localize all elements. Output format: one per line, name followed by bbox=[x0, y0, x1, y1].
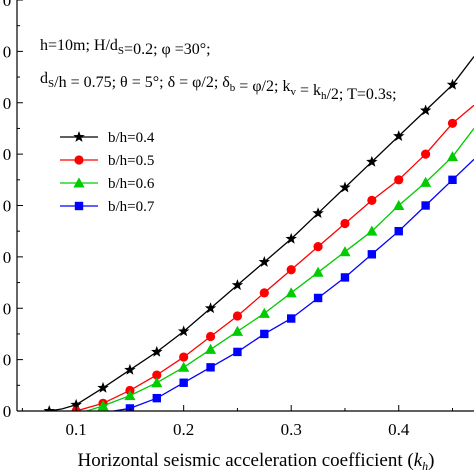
data-point bbox=[97, 400, 109, 411]
data-point bbox=[313, 242, 323, 252]
x-tick-label: 0.1 bbox=[66, 420, 87, 439]
data-point bbox=[421, 201, 430, 210]
y-tick-label: 0 bbox=[3, 299, 12, 318]
data-point bbox=[124, 363, 136, 375]
data-point bbox=[446, 78, 459, 90]
series-line bbox=[84, 128, 474, 411]
data-point bbox=[394, 175, 404, 185]
x-tick-label: 0.2 bbox=[173, 420, 194, 439]
data-point bbox=[259, 288, 269, 298]
x-tick-label: 0.4 bbox=[388, 420, 410, 439]
data-point bbox=[340, 273, 350, 282]
legend-label: b/h=0.5 bbox=[108, 153, 154, 169]
data-point bbox=[231, 279, 244, 290]
data-point bbox=[152, 370, 162, 380]
annotation-line-1: h=10m; H/dS=0.2; φ =30°; bbox=[40, 37, 211, 58]
plot-content bbox=[43, 56, 474, 411]
series-4 bbox=[110, 158, 474, 411]
data-point bbox=[367, 250, 377, 259]
data-point bbox=[179, 378, 188, 387]
data-point bbox=[366, 225, 378, 236]
data-point bbox=[125, 404, 135, 411]
data-point bbox=[285, 232, 297, 244]
series-1 bbox=[43, 56, 474, 411]
x-tick-label: 0.3 bbox=[281, 420, 302, 439]
data-point bbox=[312, 207, 324, 219]
series-line bbox=[46, 56, 474, 411]
data-point bbox=[447, 118, 458, 128]
data-point bbox=[151, 345, 163, 357]
y-tick-label: 0 bbox=[3, 197, 12, 216]
data-point bbox=[285, 287, 297, 298]
legend-marker bbox=[73, 131, 85, 142]
data-point bbox=[124, 389, 136, 401]
data-point bbox=[420, 176, 432, 187]
data-point bbox=[313, 293, 323, 303]
data-point bbox=[419, 104, 432, 116]
data-point bbox=[179, 352, 189, 362]
legend-label: b/h=0.6 bbox=[108, 176, 155, 192]
annotation-line-2: dS/h = 0.75; θ = 5°; δ = φ/2; δb = φ/2; … bbox=[40, 70, 397, 103]
y-tick-label: 0 bbox=[3, 42, 12, 61]
data-point bbox=[232, 311, 243, 321]
chart-annotation: h=10m; H/dS=0.2; φ =30°; dS/h = 0.75; θ … bbox=[40, 37, 397, 103]
series-line bbox=[73, 104, 474, 411]
data-point bbox=[177, 325, 190, 337]
y-tick-label: 0 bbox=[3, 248, 12, 267]
data-point bbox=[204, 302, 217, 314]
data-point bbox=[70, 398, 82, 410]
series-line bbox=[110, 158, 474, 411]
x-axis-label: Horizontal seismic acceleration coeffici… bbox=[78, 450, 435, 473]
data-point bbox=[152, 393, 161, 403]
series-2 bbox=[71, 104, 474, 411]
data-point bbox=[178, 361, 190, 372]
axes: 0 0 0 0 0 0 0 0 0 0.1 0.2 0.3 0.4 bbox=[3, 0, 474, 439]
data-point bbox=[448, 175, 457, 185]
data-point bbox=[446, 151, 459, 162]
data-point bbox=[233, 347, 242, 357]
data-point bbox=[421, 149, 431, 159]
data-point bbox=[231, 325, 244, 336]
data-point bbox=[339, 246, 351, 257]
data-point bbox=[97, 381, 109, 393]
data-point bbox=[339, 181, 351, 193]
y-tick-label: 0 bbox=[3, 94, 12, 113]
data-point bbox=[206, 363, 215, 372]
data-point bbox=[340, 218, 350, 229]
data-point bbox=[260, 329, 269, 339]
y-tick-label: 0 bbox=[3, 0, 12, 10]
data-point bbox=[258, 256, 271, 267]
legend-label: b/h=0.7 bbox=[108, 199, 155, 215]
data-point bbox=[151, 377, 163, 388]
data-point bbox=[204, 343, 217, 354]
data-point bbox=[393, 199, 405, 210]
data-point bbox=[287, 314, 296, 323]
legend-marker bbox=[73, 177, 85, 188]
data-point bbox=[286, 265, 296, 275]
data-point bbox=[367, 195, 377, 205]
legend: b/h=0.4 b/h=0.5 b/h=0.6 b/h=0.7 bbox=[60, 130, 155, 215]
legend-marker bbox=[74, 155, 84, 165]
y-tick-label: 0 bbox=[3, 402, 12, 421]
data-point bbox=[366, 155, 378, 167]
y-tick-label: 0 bbox=[3, 145, 12, 164]
data-point bbox=[393, 130, 405, 141]
data-point bbox=[205, 331, 216, 342]
legend-marker bbox=[74, 201, 84, 211]
y-tick-label: 0 bbox=[3, 351, 12, 370]
series-3 bbox=[84, 128, 474, 411]
legend-label: b/h=0.4 bbox=[108, 130, 155, 146]
data-point bbox=[43, 405, 55, 411]
data-point bbox=[312, 266, 324, 277]
data-point bbox=[258, 307, 270, 318]
data-point bbox=[394, 226, 403, 236]
